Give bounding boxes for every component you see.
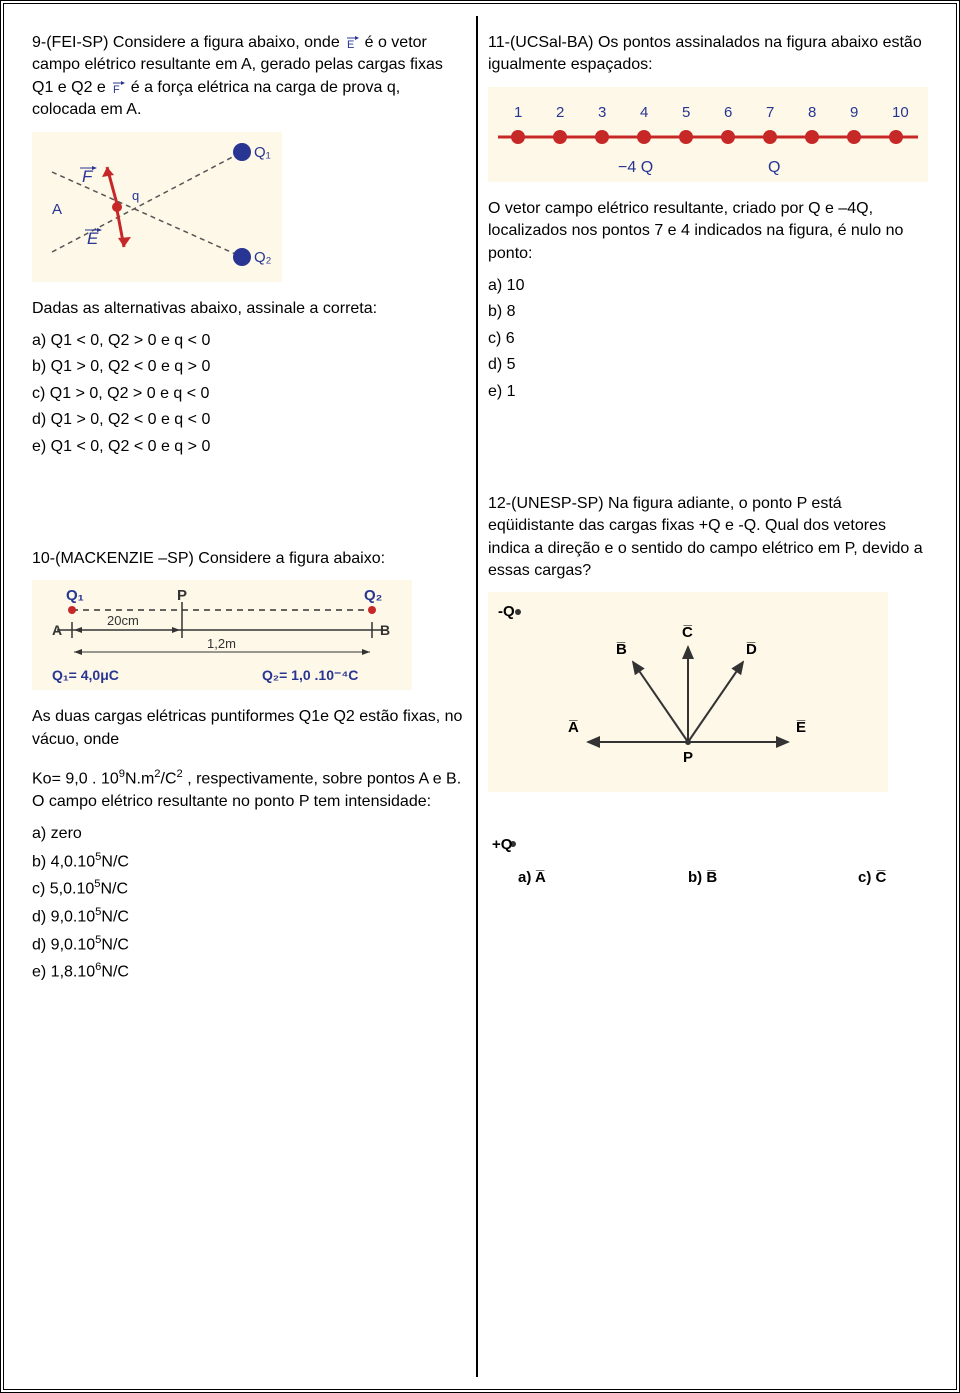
q12-ans-b: b) B̅ (688, 869, 717, 886)
q12-ans-a: a) A̅ (518, 869, 546, 886)
q9-label-A: A (52, 201, 62, 218)
q12-ans-c: c) C̅ (858, 869, 887, 886)
q11-num: 7 (766, 104, 774, 121)
q11-num: 3 (598, 104, 606, 121)
q9-opt-a: a) Q1 < 0, Q2 > 0 e q < 0 (32, 330, 466, 352)
q9-opt-d: d) Q1 > 0, Q2 < 0 e q < 0 (32, 409, 466, 431)
right-column: 11-(UCSal-BA) Os pontos assinalados na f… (478, 16, 938, 1377)
q11-num: 1 (514, 104, 522, 121)
q9-text-part1: 9-(FEI-SP) Considere a figura abaixo, on… (32, 34, 344, 51)
q10-opt-d2: d) 9,0.105N/C (32, 933, 466, 957)
q11-opt-d: d) 5 (488, 354, 928, 376)
left-column: 9-(FEI-SP) Considere a figura abaixo, on… (22, 16, 478, 1377)
q10-text: 10-(MACKENZIE –SP) Considere a figura ab… (32, 548, 466, 570)
q10-ko-mid: N.m (125, 770, 154, 787)
q11-opt-c: c) 6 (488, 328, 928, 350)
q11-opt-e: e) 1 (488, 381, 928, 403)
q9-figure: A q F E Q₁ Q₂ (32, 132, 282, 282)
question-9: 9-(FEI-SP) Considere a figura abaixo, on… (32, 32, 466, 458)
q10-label-v2: Q₂= 1,0 .10⁻⁴C (262, 667, 358, 683)
q12-vec-A: A̅ (568, 719, 579, 736)
q11-dot (553, 130, 567, 144)
q9-options: a) Q1 < 0, Q2 > 0 e q < 0 b) Q1 > 0, Q2 … (32, 330, 466, 458)
q10-label-20cm: 20cm (107, 613, 139, 628)
q11-dot (763, 130, 777, 144)
q11-label-neg4Q: −4 Q (618, 159, 653, 176)
q12-label-negQ: -Q (498, 603, 515, 620)
q11-figure: 1 2 3 4 5 6 7 8 9 10 −4 Q Q (488, 87, 928, 182)
q11-dot (679, 130, 693, 144)
q11-label-Q: Q (768, 159, 780, 176)
q10-text2b: Ko= 9,0 . 109N.m2/C2 , respectivamente, … (32, 767, 466, 813)
q9-opt-e: e) Q1 < 0, Q2 < 0 e q > 0 (32, 436, 466, 458)
question-10: 10-(MACKENZIE –SP) Considere a figura ab… (32, 548, 466, 984)
q11-num: 4 (640, 104, 648, 121)
q11-dot (511, 130, 525, 144)
svg-text:F: F (113, 84, 120, 95)
q11-dot (847, 130, 861, 144)
q10-label-12m: 1,2m (207, 636, 236, 651)
q11-dot (637, 130, 651, 144)
q11-num: 8 (808, 104, 816, 121)
q11-dot (889, 130, 903, 144)
svg-text:E: E (347, 39, 354, 50)
q10-label-Q2: Q₂ (364, 587, 382, 604)
q10-ko-mid2: /C (161, 770, 177, 787)
q11-num: 10 (892, 104, 909, 121)
q11-opt-b: b) 8 (488, 301, 928, 323)
q10-ko-pre: Ko= 9,0 . 10 (32, 770, 119, 787)
q10-opt-e: e) 1,8.106N/C (32, 960, 466, 984)
q10-opt-d: d) 9,0.105N/C (32, 905, 466, 929)
q12-text: 12-(UNESP-SP) Na figura adiante, o ponto… (488, 493, 928, 583)
q11-num: 5 (682, 104, 690, 121)
q10-label-v1: Q₁= 4,0μC (52, 667, 119, 683)
q12-label-posQ: +Q (492, 836, 513, 853)
vector-F-icon: F (111, 81, 125, 95)
q9-prompt: Dadas as alternativas abaixo, assinale a… (32, 298, 466, 320)
q12-vec-C: C̅ (682, 624, 693, 641)
q12-label-P: P (683, 749, 693, 766)
q11-dot (595, 130, 609, 144)
q11-opt-a: a) 10 (488, 275, 928, 297)
q9-label-Q2: Q₂ (254, 249, 272, 266)
q10-label-A: A (52, 622, 62, 638)
q9-opt-c: c) Q1 > 0, Q2 > 0 e q < 0 (32, 383, 466, 405)
q11-num: 6 (724, 104, 732, 121)
q11-dot (805, 130, 819, 144)
q9-label-Q1: Q₁ (254, 144, 271, 161)
q12-vec-E: E̅ (796, 719, 806, 736)
q12-figure-vectors: -Q P A̅ B̅ C̅ D̅ E̅ (488, 592, 888, 792)
q10-figure: Q₁ P Q₂ A B 20cm 1,2m Q₁= 4,0μC Q₂= 1,0 … (32, 580, 412, 690)
q10-options: a) zero b) 4,0.105N/C c) 5,0.105N/C d) 9… (32, 823, 466, 984)
q10-label-B: B (380, 622, 390, 638)
vector-E-icon: E (345, 36, 359, 50)
q11-dot (721, 130, 735, 144)
q10-opt-b: b) 4,0.105N/C (32, 850, 466, 874)
q9-opt-b: b) Q1 > 0, Q2 < 0 e q > 0 (32, 356, 466, 378)
page: 9-(FEI-SP) Considere a figura abaixo, on… (0, 0, 960, 1393)
q12-vec-B: B̅ (616, 641, 627, 658)
question-12: 12-(UNESP-SP) Na figura adiante, o ponto… (488, 493, 928, 893)
q11-num: 2 (556, 104, 564, 121)
q12-vec-D: D̅ (746, 641, 757, 658)
q10-opt-c: c) 5,0.105N/C (32, 877, 466, 901)
q9-label-q: q (132, 188, 139, 203)
q11-text2: O vetor campo elétrico resultante, criad… (488, 198, 928, 265)
q10-opt-a: a) zero (32, 823, 466, 845)
q10-label-P: P (177, 587, 187, 604)
q9-text: 9-(FEI-SP) Considere a figura abaixo, on… (32, 32, 466, 122)
q12-figure-answers: +Q a) A̅ b) B̅ c) C̅ (488, 832, 928, 892)
q10-text2a: As duas cargas elétricas puntiformes Q1e… (32, 706, 466, 751)
question-11: 11-(UCSal-BA) Os pontos assinalados na f… (488, 32, 928, 403)
q10-label-Q1: Q₁ (66, 587, 84, 604)
q11-num: 9 (850, 104, 858, 121)
q11-text: 11-(UCSal-BA) Os pontos assinalados na f… (488, 32, 928, 77)
q11-options: a) 10 b) 8 c) 6 d) 5 e) 1 (488, 275, 928, 403)
